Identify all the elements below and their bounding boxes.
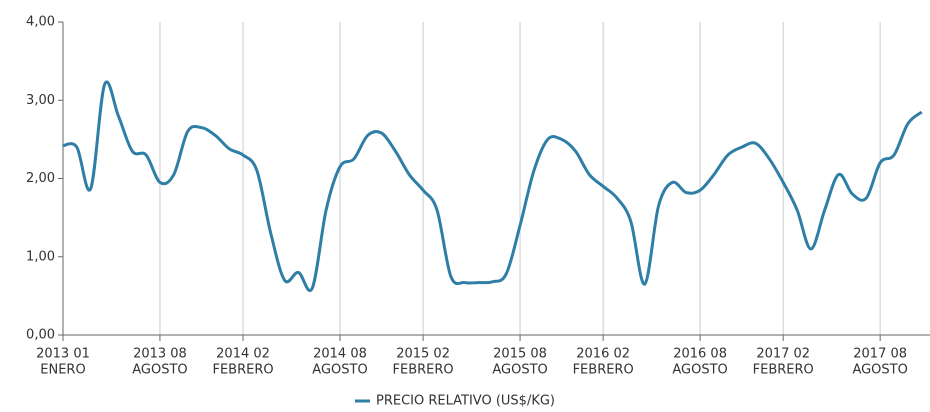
x-tick-sublabel: FEBRERO [393, 363, 454, 378]
x-tick-sublabel: AGOSTO [132, 363, 187, 378]
x-tick-label: 2016 08 [673, 347, 727, 362]
y-tick-label: 3,00 [26, 93, 55, 108]
x-tick-label: 2016 02 [576, 347, 630, 362]
y-tick-label: 2,00 [26, 171, 55, 186]
x-tick-sublabel: AGOSTO [492, 363, 547, 378]
x-tick-sublabel: FEBRERO [753, 363, 814, 378]
x-tick-label: 2017 02 [756, 347, 810, 362]
x-tick-sublabel: FEBRERO [212, 363, 273, 378]
x-tick-label: 2015 08 [493, 347, 547, 362]
x-tick-label: 2013 08 [133, 347, 187, 362]
x-tick-sublabel: FEBRERO [573, 363, 634, 378]
x-tick-label: 2014 08 [313, 347, 367, 362]
x-tick-label: 2014 02 [216, 347, 270, 362]
y-tick-label: 4,00 [26, 15, 55, 30]
x-tick-label: 2017 08 [853, 347, 907, 362]
legend-label: PRECIO RELATIVO (US$/KG) [376, 394, 555, 409]
x-tick-label: 2015 02 [396, 347, 450, 362]
y-tick-label: 0,00 [26, 328, 55, 343]
x-tick-sublabel: AGOSTO [852, 363, 907, 378]
line [62, 80, 923, 292]
x-tick-sublabel: AGOSTO [312, 363, 367, 378]
x-tick-sublabel: AGOSTO [672, 363, 727, 378]
x-tick-sublabel: ENERO [40, 363, 85, 378]
y-tick-label: 1,00 [26, 249, 55, 264]
x-tick-label: 2013 01 [36, 347, 90, 362]
